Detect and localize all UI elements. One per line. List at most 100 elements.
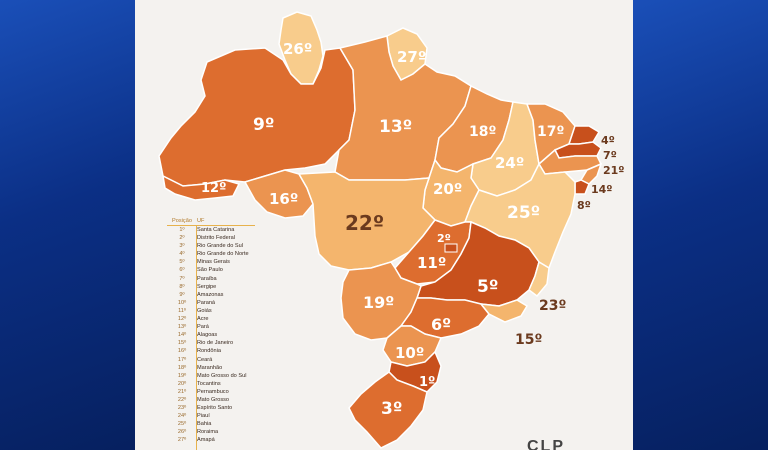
legend-row-position: 11º (178, 307, 186, 314)
label-se: 8º (577, 199, 591, 212)
legend-row: 26º Roraima (167, 428, 255, 436)
label-sp: 6º (431, 315, 451, 334)
legend-row: 7º Paraíba (167, 275, 255, 283)
legend-row-uf: Maranhão (197, 364, 223, 371)
legend-row-position: 14º (177, 332, 187, 339)
legend-rows: 1º Santa Catarina 2º Distrito Federal 3º Rio … (167, 226, 255, 445)
legend-row-position: 19º (177, 372, 187, 379)
label-al: 14º (591, 183, 613, 196)
legend-row-position: 25º (177, 421, 187, 428)
legend-row-uf: Acre (197, 316, 209, 323)
legend-row-position: 3º (179, 243, 185, 250)
legend-row: 20º Tocantins (167, 380, 255, 388)
label-rs: 3º (381, 399, 402, 419)
legend-header: Posição UF (167, 218, 255, 226)
legend-row: 3º Rio Grande do Sul (167, 242, 255, 250)
brazil-map: 26º 27º 9º 13º 12º 16º 18º 24º 17º 4º 7º… (158, 11, 625, 449)
state-am (158, 47, 356, 187)
legend-row-uf: Amazonas (197, 291, 224, 298)
state-df (444, 243, 458, 253)
map-panel: 26º 27º 9º 13º 12º 16º 18º 24º 17º 4º 7º… (135, 0, 633, 450)
legend-row-uf: Rio Grande do Sul (197, 243, 244, 250)
state-al (579, 162, 603, 185)
legend-row-position: 26º (177, 429, 187, 436)
legend-row-position: 23º (177, 405, 187, 412)
legend-row-uf: Amapá (197, 437, 215, 444)
legend-row: 18º Maranhão (167, 364, 255, 372)
legend-row-position: 21º (177, 388, 187, 395)
label-df: 2º (437, 232, 451, 245)
legend-row-uf: Tocantins (197, 380, 221, 387)
legend-row-uf: Rio de Janeiro (197, 340, 234, 347)
legend-row: 12º Acre (167, 315, 255, 323)
legend-row-position: 22º (177, 396, 187, 403)
legend-row: 4º Rio Grande do Norte (167, 250, 255, 258)
legend-row-position: 16º (177, 348, 187, 355)
legend-row: 5º Minas Gerais (167, 258, 255, 266)
label-sc: 1º (419, 375, 435, 390)
state-rs (348, 371, 428, 449)
legend-row-position: 4º (179, 251, 185, 258)
background-right (633, 0, 768, 450)
label-ac: 12º (201, 181, 226, 196)
background-left (0, 0, 135, 450)
label-ce: 17º (537, 124, 564, 140)
legend-row-position: 6º (179, 267, 185, 274)
legend-row-position: 7º (179, 275, 185, 282)
legend-row-position: 5º (179, 259, 185, 266)
legend-row: 21º Pernambuco (167, 388, 255, 396)
legend-row-uf: Paraná (197, 299, 216, 306)
legend-row: 17º Ceará (167, 356, 255, 364)
legend-row-position: 27º (177, 437, 187, 444)
label-ap: 27º (397, 48, 426, 66)
label-ma: 18º (469, 124, 496, 140)
legend-row: 24º Piauí (167, 412, 255, 420)
legend-row: 27º Amapá (167, 436, 255, 444)
legend-row-position: 18º (177, 364, 187, 371)
legend-row-uf: Pernambuco (197, 388, 229, 395)
state-rn (567, 125, 601, 145)
ranking-legend: Posição UF 1º Santa Catarina 2º Distrito Fe… (167, 218, 255, 450)
legend-row-position: 20º (177, 380, 187, 387)
legend-row-uf: Rio Grande do Norte (197, 251, 249, 258)
legend-row: 9º Amazonas (167, 291, 255, 299)
state-ac (162, 174, 241, 201)
label-mt: 22º (345, 211, 384, 235)
legend-row-uf: Roraima (197, 429, 219, 436)
legend-row-uf: Distrito Federal (197, 235, 235, 242)
label-ba: 25º (507, 203, 540, 223)
legend-row: 2º Distrito Federal (167, 234, 255, 242)
legend-row-uf: Sergipe (197, 283, 217, 290)
label-pb: 7º (603, 149, 617, 162)
legend-row-position: 15º (177, 340, 187, 347)
legend-row: 15º Rio de Janeiro (167, 339, 255, 347)
legend-row: 11º Goiás (167, 307, 255, 315)
label-pe: 21º (603, 164, 625, 177)
label-go: 11º (417, 254, 446, 272)
clp-logo: CLP (527, 438, 565, 450)
legend-row-position: 2º (179, 235, 185, 242)
legend-row-uf: Paraíba (197, 275, 217, 282)
legend-row-position: 10º (177, 299, 187, 306)
label-es: 23º (539, 298, 566, 314)
legend-row-position: 1º (179, 227, 185, 233)
legend-row-position: 24º (177, 413, 187, 420)
legend-row-position: 9º (179, 291, 185, 298)
state-rj (479, 299, 529, 323)
legend-row: 8º Sergipe (167, 283, 255, 291)
legend-row-uf: Santa Catarina (197, 227, 235, 233)
legend-row: 6º São Paulo (167, 266, 255, 274)
label-mg: 5º (477, 277, 498, 297)
legend-rail (196, 226, 197, 450)
legend-row-uf: São Paulo (197, 267, 223, 274)
legend-row-uf: Alagoas (197, 332, 218, 339)
legend-row: 19º Mato Grosso do Sul (167, 372, 255, 380)
legend-row-uf: Pará (197, 324, 209, 331)
legend-row: 1º Santa Catarina (167, 226, 255, 234)
legend-row: 14º Alagoas (167, 331, 255, 339)
legend-row-uf: Mato Grosso (197, 396, 230, 403)
legend-row-uf: Goiás (197, 307, 212, 314)
legend-row-position: 13º (177, 324, 187, 331)
legend-row: 23º Espírito Santo (167, 404, 255, 412)
label-am: 9º (253, 115, 274, 135)
